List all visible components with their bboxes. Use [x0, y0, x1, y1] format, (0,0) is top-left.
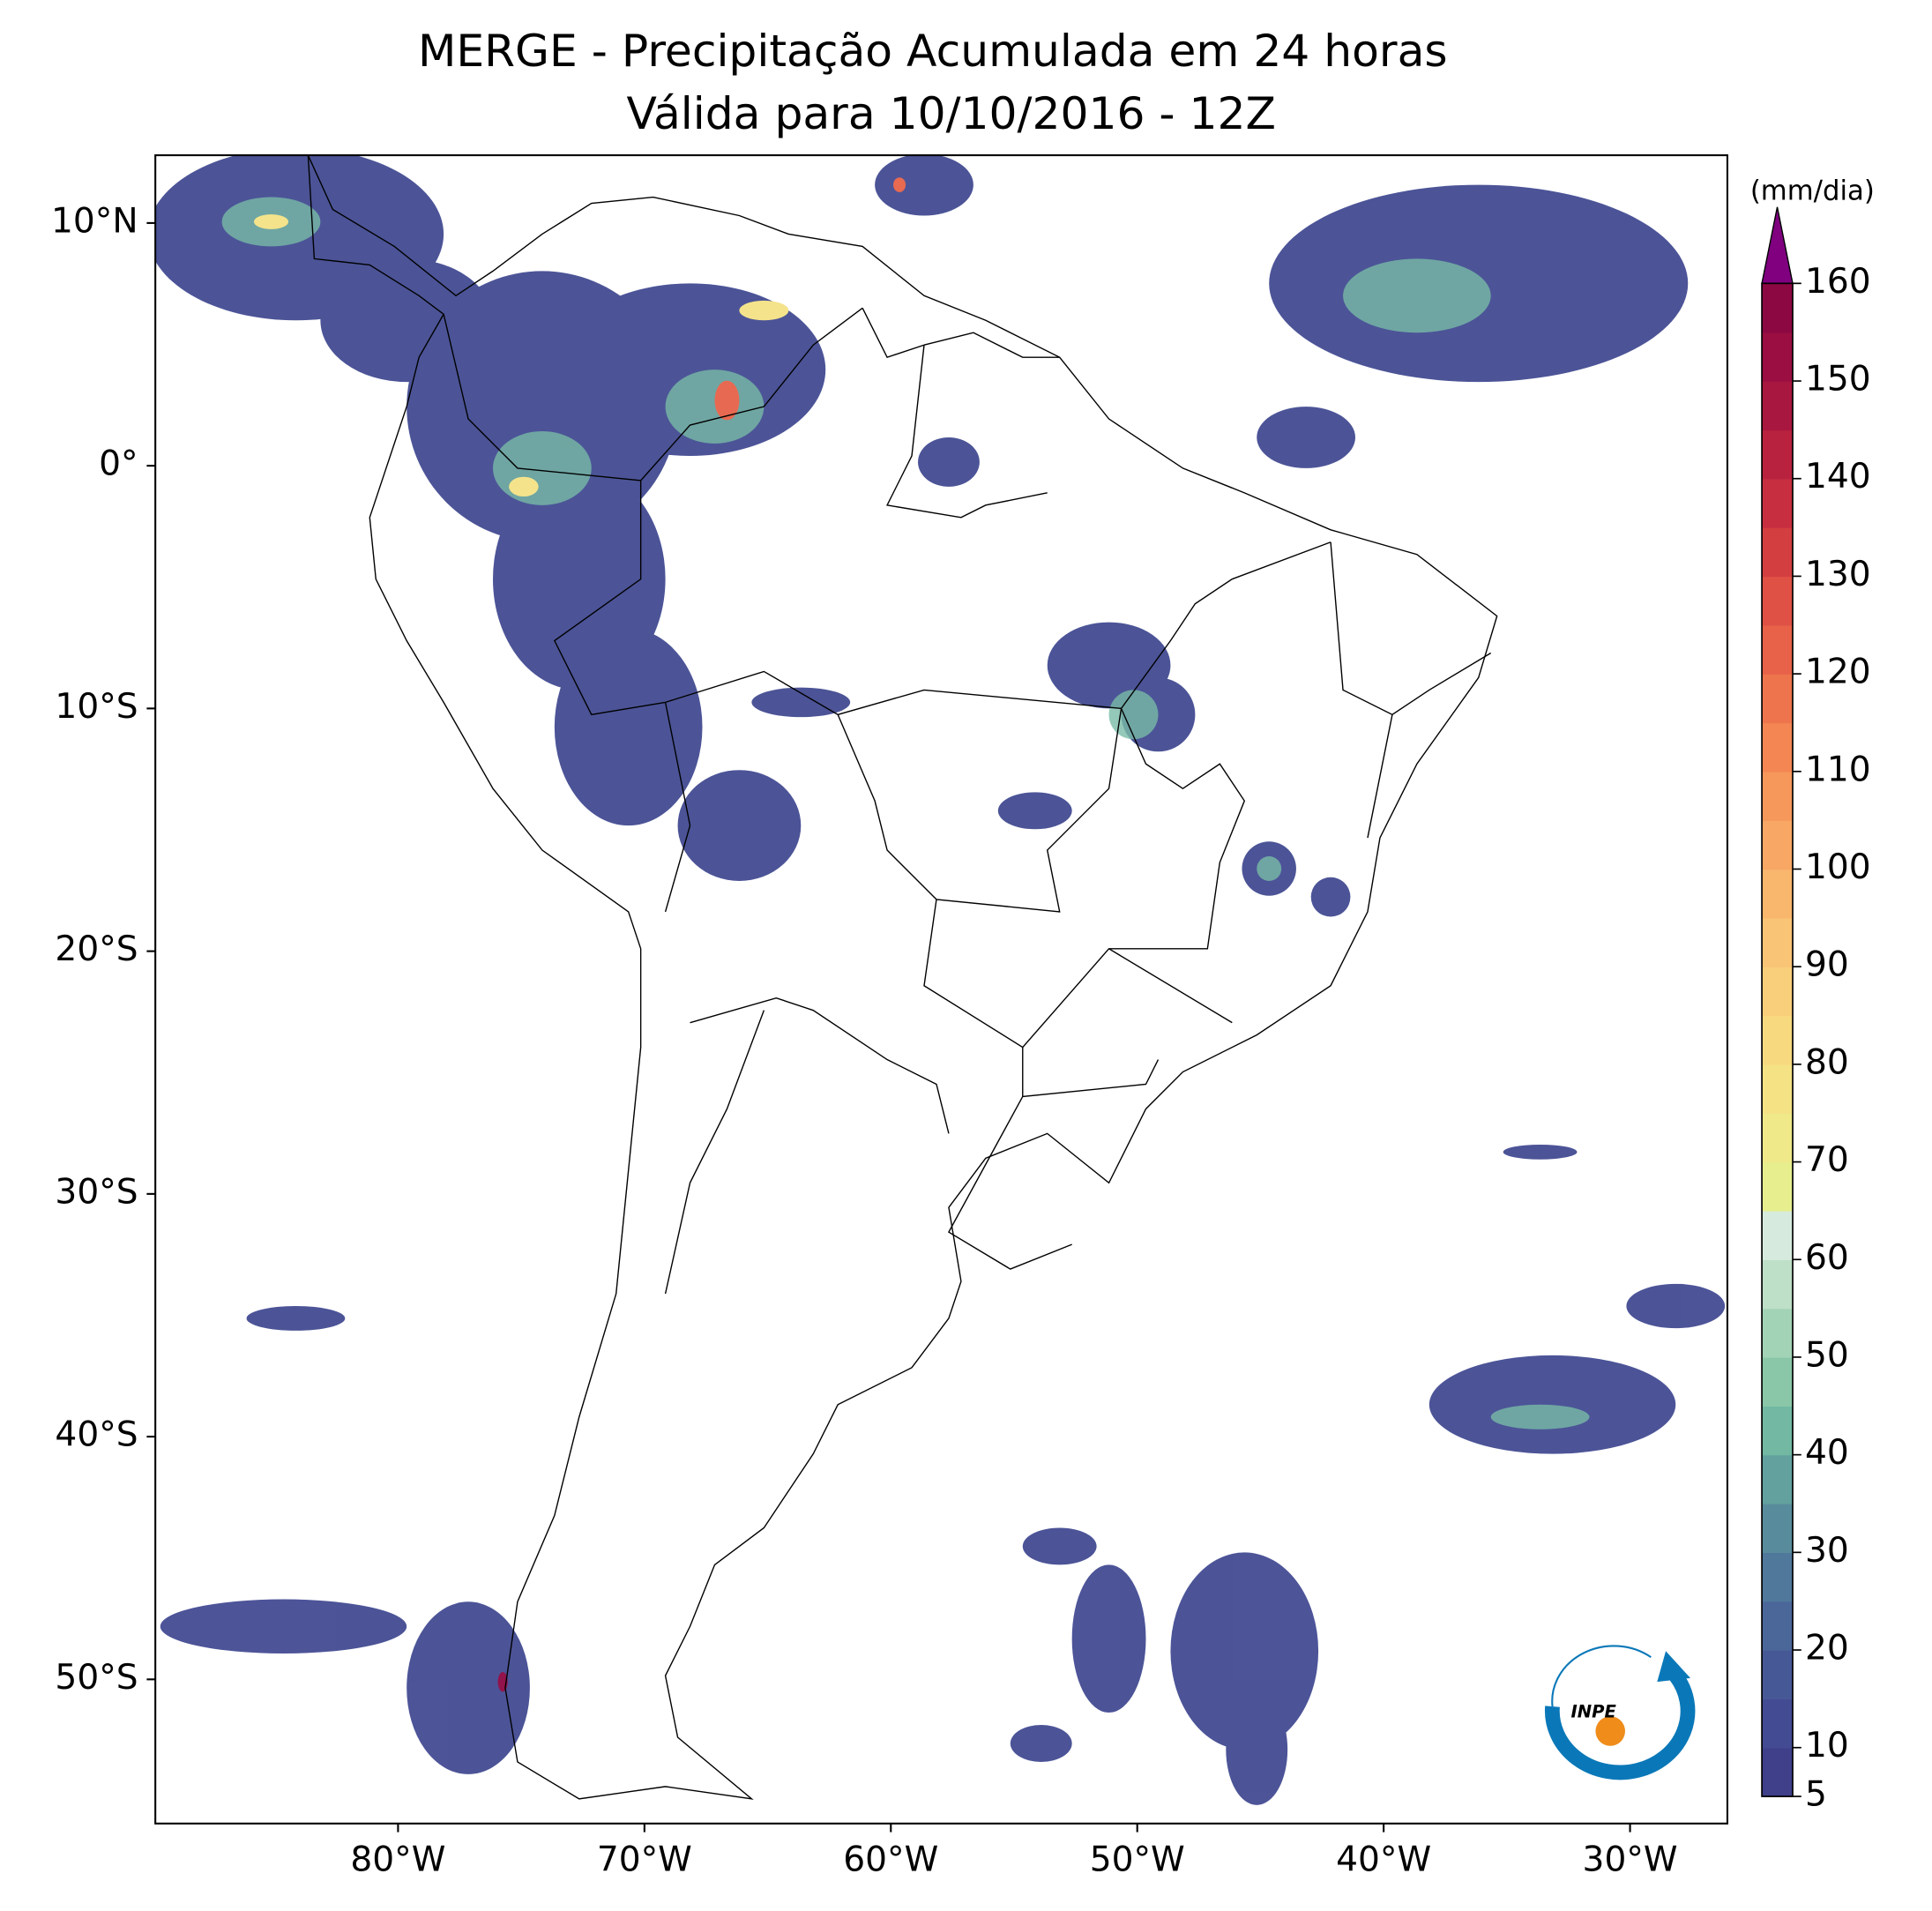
colorbar-tick-label: 120	[1805, 653, 1871, 692]
precipitation	[155, 155, 1726, 1805]
colorbar-segment	[1762, 478, 1793, 528]
colorbar-tick-label: 110	[1805, 750, 1871, 789]
colorbar-segment	[1762, 1747, 1793, 1797]
colorbar-segment	[1762, 674, 1793, 724]
inpe-logo: INPE	[1544, 1645, 1696, 1780]
colorbar-segment	[1762, 1015, 1793, 1065]
lat-tick-label: 10°S	[55, 687, 138, 727]
colorbar-segment	[1762, 722, 1793, 773]
colorbar-tick-label: 150	[1805, 360, 1871, 399]
colorbar-tick-label: 90	[1805, 945, 1849, 985]
colorbar-tick-label: 40	[1805, 1433, 1849, 1473]
lat-tick-label: 30°S	[55, 1172, 138, 1212]
colorbar-segment	[1762, 1552, 1793, 1602]
lat-tick-label: 20°S	[55, 929, 138, 969]
colorbar-segment	[1762, 1259, 1793, 1310]
colorbar-segment	[1762, 869, 1793, 919]
colorbar-frame	[1761, 282, 1794, 1797]
colorbar-tick-label: 60	[1805, 1238, 1849, 1278]
colorbar-segment	[1762, 624, 1793, 675]
colorbar-unit: (mm/dia)	[1750, 175, 1875, 206]
colorbar-tick-label: 30	[1805, 1531, 1849, 1571]
logo-text: INPE	[1571, 1702, 1617, 1722]
lat-tick-label: 40°S	[55, 1415, 138, 1455]
colorbar-tick-label: 10	[1805, 1726, 1849, 1765]
colorbar-segment	[1762, 917, 1793, 967]
colorbar-tick-label: 20	[1805, 1629, 1849, 1668]
lon-tick-label: 80°W	[350, 1840, 445, 1880]
lon-tick-label: 60°W	[843, 1840, 938, 1880]
colorbar-segment	[1762, 1161, 1793, 1212]
colorbar-segment	[1762, 332, 1793, 382]
colorbar-segment	[1762, 381, 1793, 431]
colorbar-segment	[1762, 429, 1793, 480]
lon-tick-label: 40°W	[1336, 1840, 1431, 1880]
lon-tick-label: 30°W	[1583, 1840, 1678, 1880]
colorbar-segment	[1762, 576, 1793, 626]
colorbar: (mm/dia) 5 10 20 30 40 50 60 70 80 90 100 110 120 130…	[1750, 175, 1875, 1814]
map-frame	[154, 153, 1728, 1825]
coastline	[307, 155, 1498, 1800]
colorbar-segment	[1762, 1406, 1793, 1456]
colorbar-segment	[1762, 1503, 1793, 1554]
colorbar-tick-label: 130	[1805, 555, 1871, 594]
colorbar-tick-label: 50	[1805, 1335, 1849, 1375]
colorbar-segment	[1762, 1113, 1793, 1163]
colorbar-segment	[1762, 1064, 1793, 1114]
colorbar-tick-label: 140	[1805, 457, 1871, 496]
colorbar-segment	[1762, 1698, 1793, 1749]
colorbar-segment	[1762, 820, 1793, 870]
colorbar-segment	[1762, 771, 1793, 821]
title-line: MERGE - Precipitação Acumulada em 24 hor…	[418, 25, 1448, 77]
title-line: Válida para 10/10/2016 - 12Z	[626, 87, 1276, 139]
colorbar-segment	[1762, 1601, 1793, 1651]
colorbar-tick-label: 80	[1805, 1042, 1849, 1082]
lat-tick-label: 50°S	[55, 1658, 138, 1698]
lat-tick-label: 10°N	[51, 201, 138, 241]
colorbar-segment	[1762, 1308, 1793, 1358]
map-axes: 10°N 0° 10°S 20°S 30°S 40°S 50°S 80°W 70°W 60°W 50…	[51, 201, 1678, 1879]
colorbar-segment	[1762, 1210, 1793, 1260]
colorbar-segment	[1762, 1454, 1793, 1504]
colorbar-segment	[1762, 1356, 1793, 1407]
lon-tick-label: 50°W	[1090, 1840, 1185, 1880]
colorbar-tick-label: 70	[1805, 1140, 1849, 1180]
colorbar-segment	[1762, 1650, 1793, 1700]
colorbar-segment	[1762, 283, 1793, 333]
colorbar-tick-label: 160	[1805, 262, 1871, 302]
colorbar-segment	[1762, 527, 1793, 578]
map-area: INPE	[155, 155, 1726, 1805]
lon-tick-label: 70°W	[597, 1840, 692, 1880]
lat-tick-label: 0°	[99, 444, 138, 484]
colorbar-tick-label: 100	[1805, 847, 1871, 887]
colorbar-tick-label: 5	[1805, 1775, 1827, 1815]
colorbar-segment	[1762, 967, 1793, 1017]
